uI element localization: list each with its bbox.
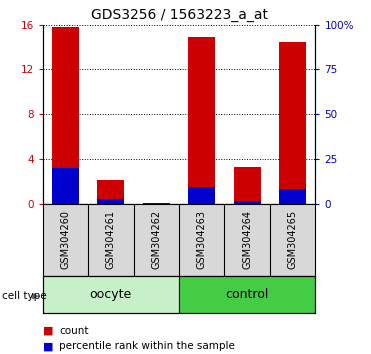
Bar xyxy=(142,203,170,204)
Text: control: control xyxy=(226,288,269,301)
Text: GSM304260: GSM304260 xyxy=(60,210,70,269)
Text: count: count xyxy=(59,326,89,336)
Text: cell type: cell type xyxy=(2,291,46,301)
Text: GSM304264: GSM304264 xyxy=(242,210,252,269)
Bar xyxy=(52,168,79,204)
Text: ■: ■ xyxy=(43,326,53,336)
Text: percentile rank within the sample: percentile rank within the sample xyxy=(59,341,235,351)
Text: GSM304263: GSM304263 xyxy=(197,210,207,269)
Bar xyxy=(279,189,306,204)
Bar xyxy=(234,201,261,204)
Bar xyxy=(43,276,179,313)
Text: GSM304265: GSM304265 xyxy=(288,210,298,269)
Title: GDS3256 / 1563223_a_at: GDS3256 / 1563223_a_at xyxy=(91,8,267,22)
Text: ■: ■ xyxy=(43,341,53,351)
Text: oocyte: oocyte xyxy=(90,288,132,301)
Bar xyxy=(234,167,261,204)
Bar xyxy=(188,188,215,204)
Bar xyxy=(97,199,124,204)
Bar xyxy=(52,27,79,204)
Text: GSM304262: GSM304262 xyxy=(151,210,161,269)
Bar xyxy=(188,37,215,204)
Bar xyxy=(279,41,306,204)
Bar xyxy=(179,276,315,313)
Text: GSM304261: GSM304261 xyxy=(106,210,116,269)
Bar xyxy=(97,180,124,204)
